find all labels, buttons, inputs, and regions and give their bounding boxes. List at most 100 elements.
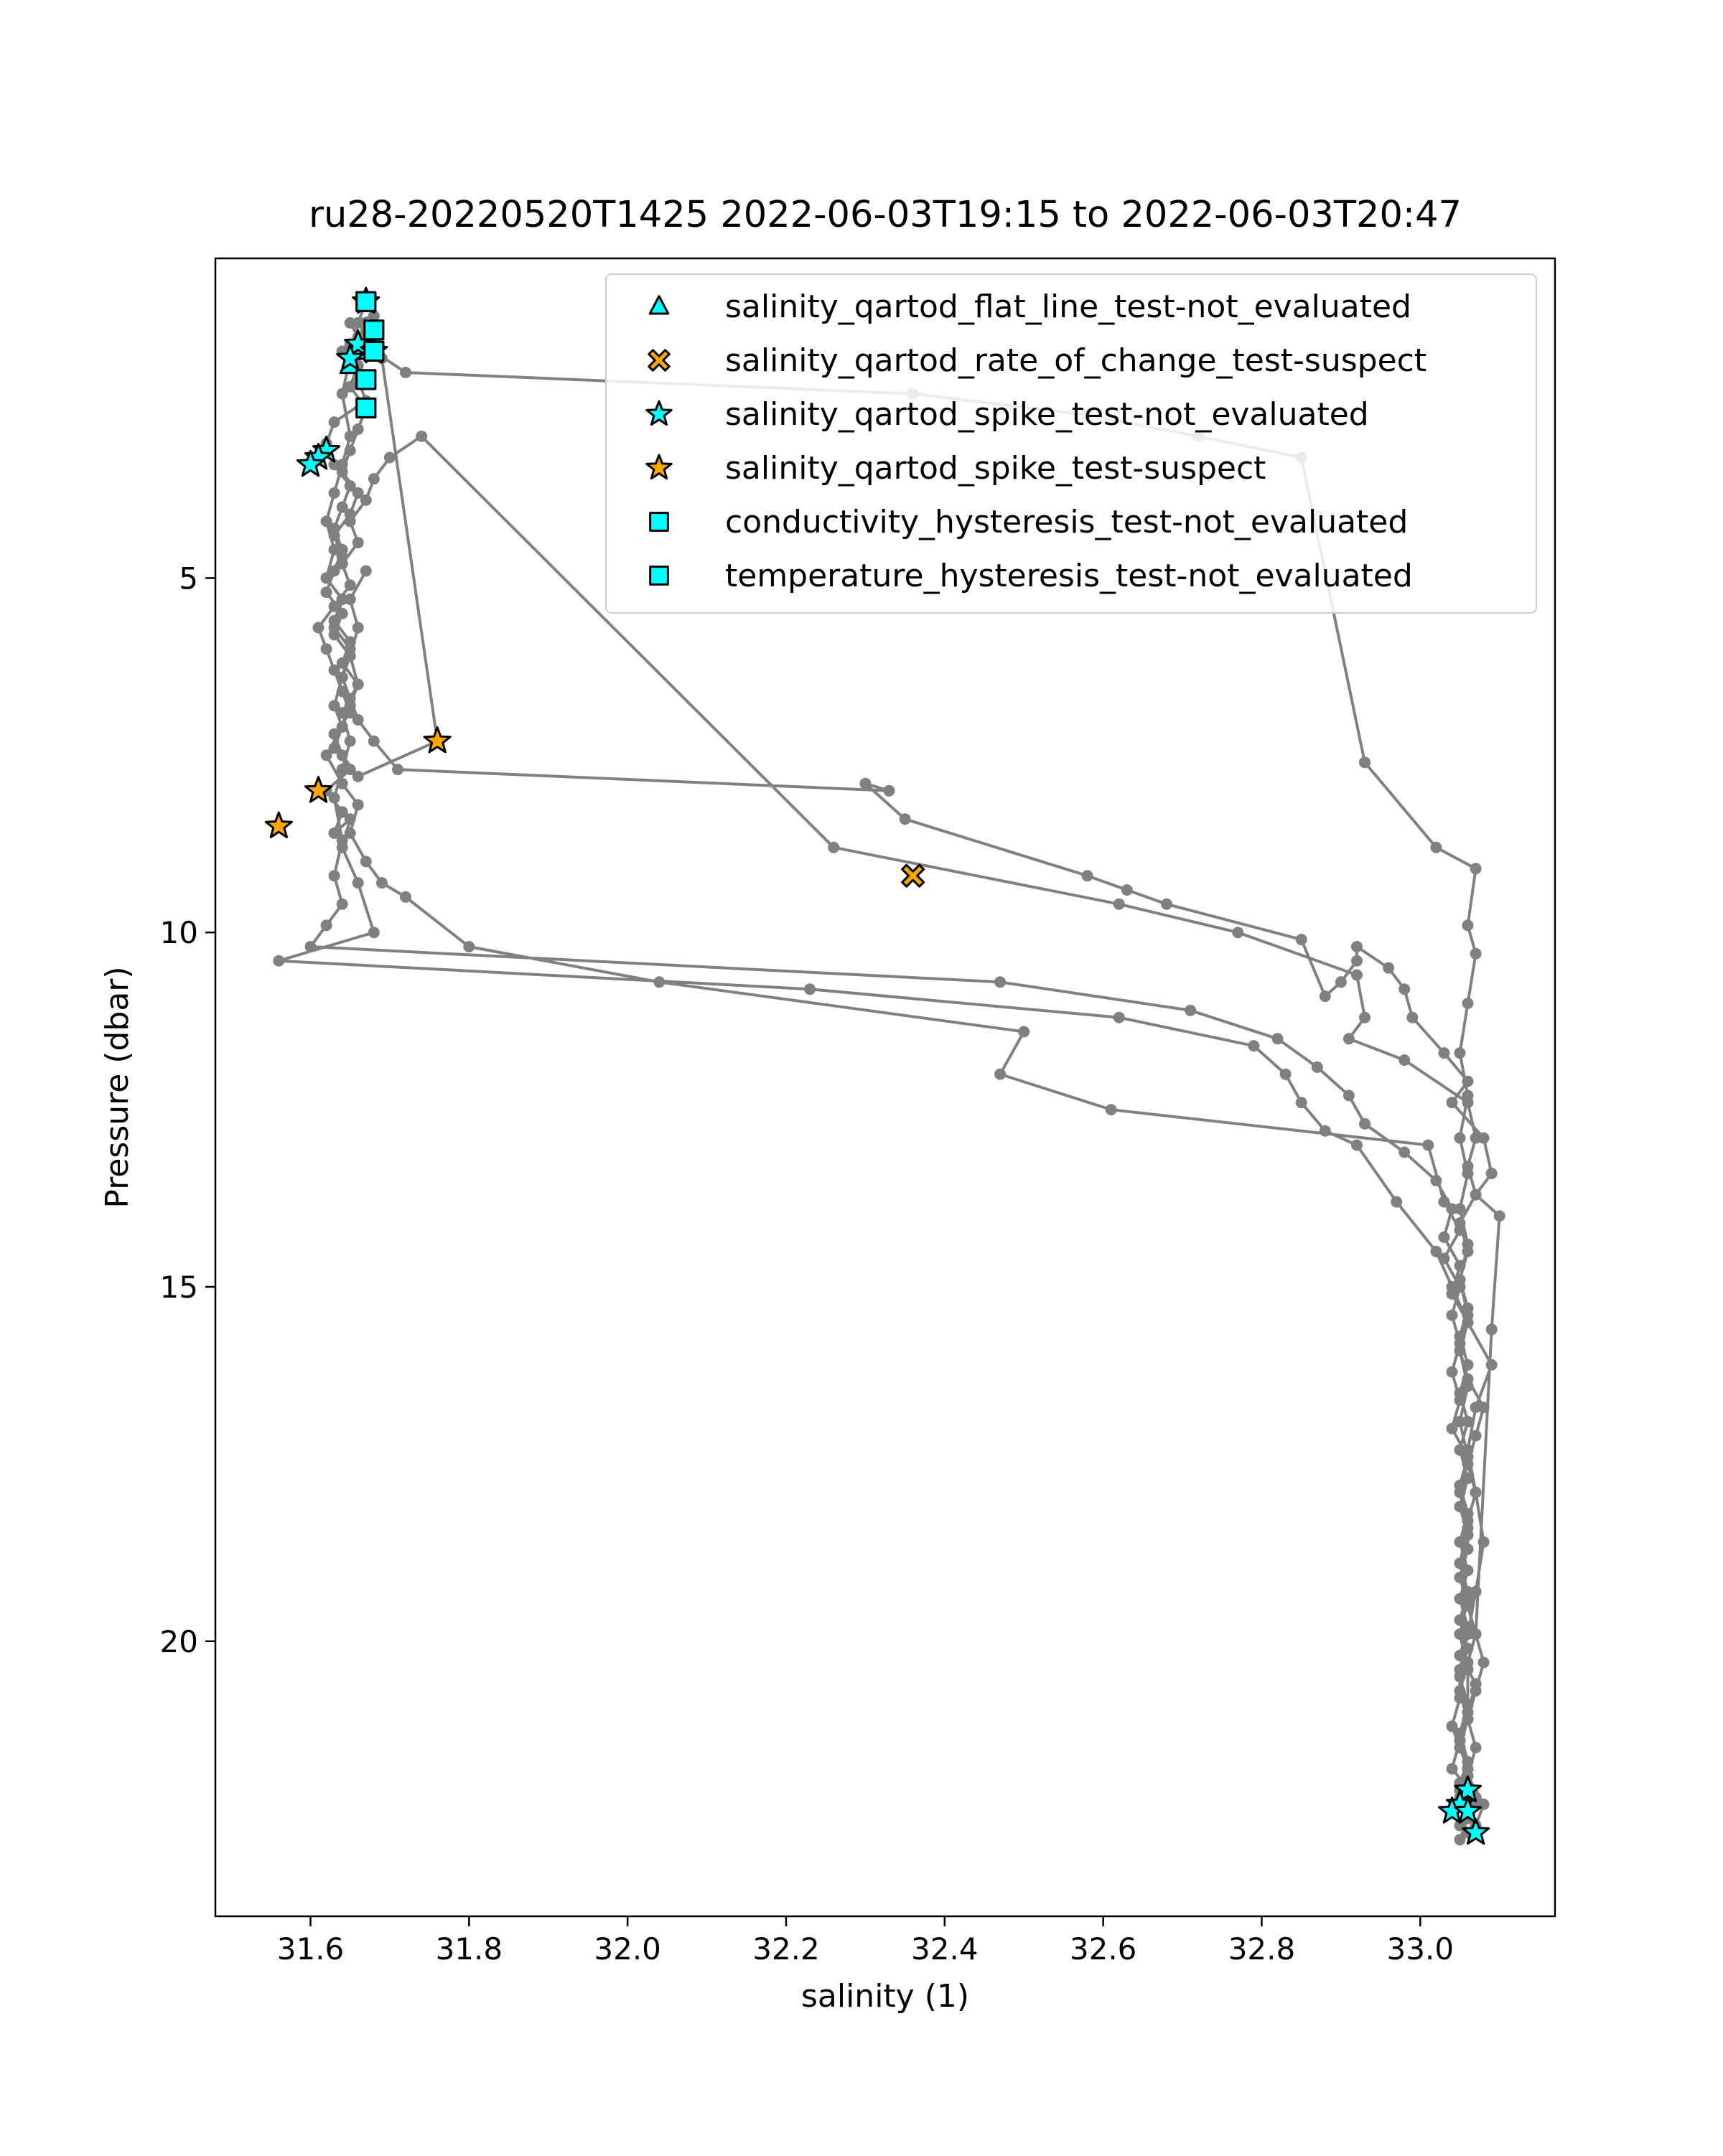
profile-point bbox=[1271, 1033, 1284, 1045]
profile-point bbox=[352, 622, 364, 634]
x-axis: 31.6 31.8 32.0 32.2 32.4 32.6 32.8 33.0 bbox=[277, 1916, 1454, 1967]
profile-point bbox=[1359, 1011, 1371, 1023]
profile-point bbox=[1391, 1196, 1403, 1208]
profile-point bbox=[1462, 1600, 1474, 1612]
profile-point bbox=[1335, 976, 1347, 988]
profile-point bbox=[1470, 1401, 1482, 1413]
legend-label: salinity_qartod_spike_test-not_evaluated bbox=[725, 396, 1369, 433]
plot-area bbox=[264, 286, 1505, 1846]
profile-point bbox=[352, 678, 364, 690]
profile-point bbox=[344, 317, 356, 329]
profile-point bbox=[328, 728, 340, 740]
flag-marker bbox=[355, 397, 377, 418]
profile-point bbox=[1462, 1699, 1474, 1711]
profile-point bbox=[328, 827, 340, 839]
profile-point bbox=[344, 764, 356, 776]
profile-point bbox=[653, 976, 666, 988]
profile-point bbox=[1161, 898, 1172, 910]
y-tick-label: 10 bbox=[160, 915, 198, 950]
profile-point bbox=[1462, 1089, 1474, 1102]
profile-point bbox=[1311, 1061, 1323, 1073]
profile-point bbox=[375, 877, 388, 889]
profile-point bbox=[1343, 1033, 1355, 1045]
profile-point bbox=[1454, 1344, 1466, 1356]
profile-point bbox=[336, 388, 348, 400]
profile-point bbox=[1279, 1068, 1292, 1080]
profile-point bbox=[1462, 1373, 1474, 1385]
profile-point bbox=[344, 735, 356, 747]
x-tick-label: 32.6 bbox=[1070, 1931, 1137, 1967]
profile-point bbox=[336, 550, 348, 563]
x-tick-label: 33.0 bbox=[1387, 1931, 1454, 1967]
profile-point bbox=[1351, 955, 1363, 967]
profile-point bbox=[320, 586, 332, 599]
profile-point bbox=[360, 856, 372, 868]
legend-label: salinity_qartod_spike_test-suspect bbox=[725, 450, 1266, 487]
flag-marker bbox=[304, 776, 333, 803]
legend-label: conductivity_hysteresis_test-not_evaluat… bbox=[725, 504, 1408, 540]
profile-point bbox=[883, 784, 895, 797]
profile-point bbox=[1446, 1203, 1458, 1215]
profile-point bbox=[1462, 1656, 1474, 1669]
profile-point bbox=[344, 380, 356, 393]
profile-point bbox=[1462, 1316, 1474, 1328]
profile-point bbox=[336, 594, 348, 605]
profile-point bbox=[1454, 1571, 1466, 1583]
profile-point bbox=[1232, 927, 1244, 939]
profile-point bbox=[1351, 969, 1363, 981]
profile-point bbox=[416, 430, 428, 442]
profile-point bbox=[1477, 1132, 1490, 1144]
profile-point bbox=[352, 423, 364, 435]
profile-point bbox=[1018, 1026, 1030, 1038]
profile-point bbox=[328, 870, 340, 882]
profile-point bbox=[1454, 1132, 1466, 1144]
legend-marker bbox=[645, 400, 673, 426]
flag-marker bbox=[1454, 1796, 1482, 1824]
profile-point bbox=[1359, 1117, 1371, 1130]
flag-marker bbox=[336, 343, 365, 371]
profile-point bbox=[320, 643, 332, 655]
profile-point bbox=[336, 764, 348, 776]
profile-point bbox=[899, 813, 911, 825]
profile-point bbox=[1121, 884, 1133, 896]
profile-point bbox=[336, 749, 348, 761]
profile-point bbox=[344, 813, 356, 825]
profile-point bbox=[1113, 1011, 1125, 1023]
profile-point bbox=[1454, 1387, 1466, 1400]
profile-point bbox=[1454, 1536, 1466, 1548]
profile-point bbox=[1185, 1004, 1197, 1016]
profile-point bbox=[273, 955, 285, 967]
profile-point bbox=[1454, 1557, 1466, 1570]
profile-point bbox=[336, 777, 348, 789]
profile-point bbox=[1454, 1274, 1466, 1286]
profile-point bbox=[1248, 1040, 1260, 1052]
profile-point bbox=[336, 501, 348, 513]
profile-point bbox=[304, 941, 317, 952]
profile-point bbox=[1462, 1628, 1474, 1640]
profile-point bbox=[328, 792, 340, 804]
profile-point bbox=[328, 565, 340, 577]
x-tick-label: 32.4 bbox=[911, 1931, 979, 1967]
profile-point bbox=[344, 480, 356, 492]
flag-marker bbox=[363, 340, 385, 362]
profile-point bbox=[368, 310, 380, 322]
profile-point bbox=[360, 494, 372, 506]
profile-point bbox=[994, 1068, 1007, 1080]
profile-point bbox=[328, 543, 340, 556]
y-tick-label: 5 bbox=[179, 561, 198, 596]
profile-point bbox=[328, 459, 340, 471]
profile-point bbox=[1430, 1174, 1442, 1186]
profile-point bbox=[328, 487, 340, 499]
profile-point bbox=[1470, 1189, 1482, 1201]
profile-point bbox=[1470, 1684, 1482, 1697]
legend-label: temperature_hysteresis_test-not_evaluate… bbox=[725, 558, 1413, 594]
profile-point bbox=[1430, 1245, 1442, 1257]
profile-point bbox=[1399, 983, 1411, 995]
legend-marker bbox=[648, 349, 671, 372]
x-tick-label: 31.8 bbox=[436, 1931, 503, 1967]
profile-point bbox=[352, 317, 364, 329]
profile-point bbox=[1462, 1238, 1474, 1250]
profile-point bbox=[1359, 756, 1371, 769]
profile-point bbox=[1446, 1366, 1458, 1378]
